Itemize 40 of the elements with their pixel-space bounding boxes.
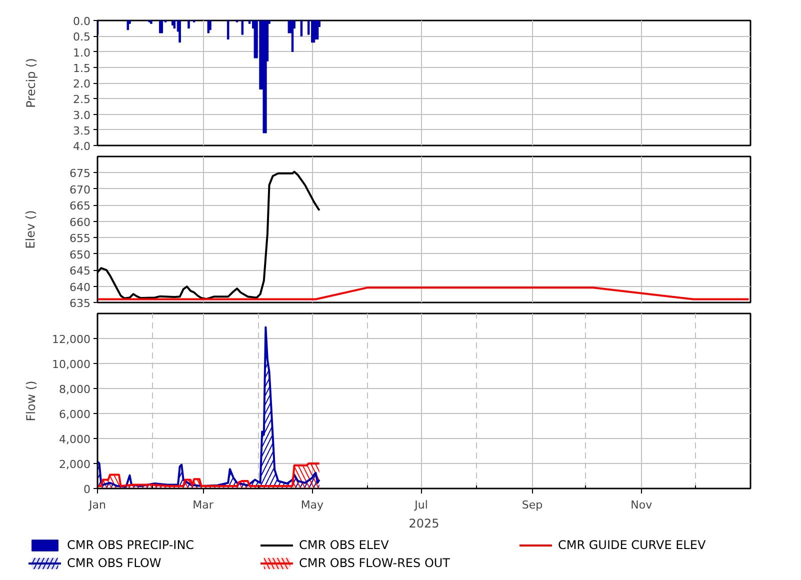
y-axis-title: Elev (): [24, 210, 38, 249]
y-tick-label: 650: [70, 248, 91, 262]
y-tick-label: 2,000: [59, 458, 91, 471]
x-tick-label: Nov: [630, 498, 653, 512]
legend-label: CMR OBS ELEV: [299, 538, 389, 552]
y-tick-label: 3.0: [73, 108, 91, 122]
y-tick-label: 3.5: [73, 124, 91, 138]
y-tick-label: 10,000: [52, 358, 91, 371]
x-tick-label: May: [300, 498, 324, 512]
x-tick-label: Mar: [192, 498, 214, 512]
x-tick-label: Jan: [88, 498, 106, 512]
y-tick-label: 8,000: [59, 383, 91, 396]
y-tick-label: 655: [70, 232, 91, 246]
y-tick-label: 0.0: [73, 15, 91, 28]
y-tick-label: 0.5: [73, 30, 91, 44]
legend-label: CMR GUIDE CURVE ELEV: [558, 538, 706, 552]
y-tick-label: 675: [70, 167, 91, 180]
y-tick-label: 6,000: [59, 408, 91, 421]
y-tick-label: 660: [70, 216, 91, 229]
y-tick-label: 670: [70, 183, 91, 196]
y-tick-label: 4.0: [73, 140, 91, 153]
legend-label: CMR OBS FLOW: [67, 556, 162, 570]
legend-label: CMR OBS FLOW-RES OUT: [299, 556, 450, 570]
y-tick-label: 1.5: [73, 62, 91, 75]
y-tick-label: 12,000: [52, 333, 91, 346]
legend-label: CMR OBS PRECIP-INC: [67, 538, 194, 552]
y-tick-label: 4,000: [59, 433, 91, 446]
x-tick-label: Jul: [414, 498, 428, 512]
y-tick-label: 0: [84, 483, 90, 496]
y-axis-title: Precip (): [24, 58, 38, 108]
y-tick-label: 1.0: [73, 46, 91, 60]
x-axis-title: 2025: [408, 516, 440, 530]
y-tick-label: 665: [70, 200, 91, 213]
y-tick-label: 2.0: [73, 78, 91, 90]
y-tick-label: 2.5: [73, 93, 91, 106]
y-tick-label: 635: [70, 297, 91, 310]
y-axis-title: Flow (): [24, 380, 38, 422]
y-tick-label: 645: [70, 264, 91, 278]
y-tick-label: 640: [70, 280, 91, 294]
x-tick-label: Sep: [522, 498, 543, 512]
